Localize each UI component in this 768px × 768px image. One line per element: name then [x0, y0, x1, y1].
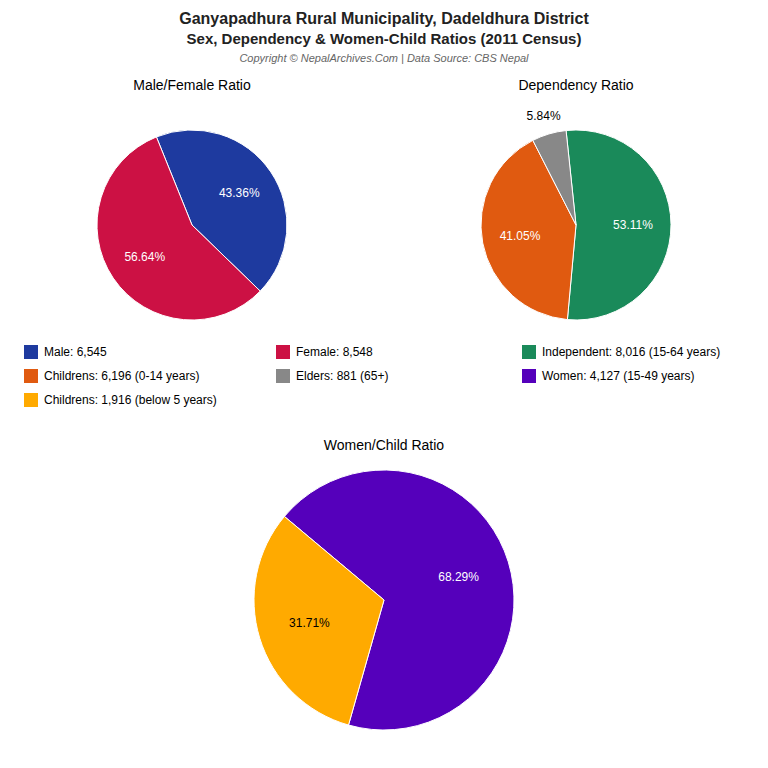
pie-slice	[533, 131, 576, 225]
legend-swatch	[24, 345, 38, 359]
legend-label: Elders: 881 (65+)	[296, 369, 388, 383]
pie-title: Women/Child Ratio	[324, 437, 445, 453]
chart: Ganyapadhura Rural Municipality, Dadeldh…	[0, 0, 768, 768]
legend-swatch	[276, 369, 290, 383]
legend-label: Male: 6,545	[44, 345, 107, 359]
pie-title: Male/Female Ratio	[133, 77, 251, 93]
data-label: 56.64%	[124, 250, 165, 264]
legend-label: Women: 4,127 (15-49 years)	[542, 369, 695, 383]
legend-swatch	[24, 393, 38, 407]
pie: 43.36% 56.64%	[97, 130, 287, 320]
legend-label: Childrens: 6,196 (0-14 years)	[44, 369, 199, 383]
pie: 68.29% 31.71%	[254, 470, 514, 730]
legend-label: Childrens: 1,916 (below 5 years)	[44, 393, 217, 407]
subtitle: Sex, Dependency & Women-Child Ratios (20…	[187, 30, 582, 47]
legend-swatch	[522, 345, 536, 359]
data-label: 53.11%	[613, 218, 653, 232]
pie-slice	[97, 137, 260, 320]
annotation: Copyright © NepalArchives.Com | Data Sou…	[239, 52, 529, 64]
data-label: 68.29%	[438, 570, 479, 584]
legend-label: Independent: 8,016 (15-64 years)	[542, 345, 720, 359]
data-label: 41.05%	[500, 229, 541, 243]
data-label: 43.36%	[219, 186, 260, 200]
pie-slice	[254, 516, 384, 725]
pie-title: Dependency Ratio	[518, 77, 633, 93]
legend-swatch	[522, 369, 536, 383]
data-label: 5.84%	[527, 109, 561, 123]
pie: 53.11% 41.05% 5.84%	[481, 109, 671, 320]
title: Ganyapadhura Rural Municipality, Dadeldh…	[179, 10, 589, 27]
legend-swatch	[276, 345, 290, 359]
data-label: 31.71%	[289, 616, 330, 630]
legend-label: Female: 8,548	[296, 345, 373, 359]
legend: Male: 6,545 Female: 8,548 Independent: 8,0…	[24, 345, 720, 407]
legend-swatch	[24, 369, 38, 383]
pie-slice	[566, 130, 671, 320]
